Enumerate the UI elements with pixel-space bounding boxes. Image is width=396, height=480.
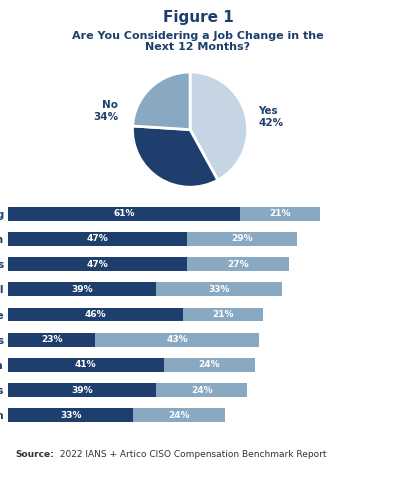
- Text: 23%: 23%: [41, 335, 63, 344]
- Text: 21%: 21%: [269, 209, 291, 218]
- Bar: [183, 308, 263, 322]
- Text: 61%: 61%: [113, 209, 135, 218]
- Text: 47%: 47%: [86, 234, 108, 243]
- Text: 46%: 46%: [84, 310, 106, 319]
- Text: 2022 IANS + Artico CISO Compensation Benchmark Report: 2022 IANS + Artico CISO Compensation Ben…: [57, 450, 327, 459]
- Text: 39%: 39%: [71, 285, 93, 294]
- Bar: [8, 408, 133, 422]
- Bar: [8, 282, 156, 296]
- Text: 24%: 24%: [198, 360, 220, 370]
- Text: 33%: 33%: [60, 411, 82, 420]
- Bar: [8, 358, 164, 372]
- Bar: [8, 207, 240, 221]
- Text: 43%: 43%: [166, 335, 188, 344]
- Text: Are You Considering a Job Change in the
Next 12 Months?: Are You Considering a Job Change in the …: [72, 31, 324, 52]
- Wedge shape: [190, 72, 248, 180]
- Bar: [133, 408, 225, 422]
- Bar: [156, 282, 282, 296]
- Text: 39%: 39%: [71, 385, 93, 395]
- Text: No
34%: No 34%: [93, 100, 118, 122]
- Text: 41%: 41%: [75, 360, 97, 370]
- Bar: [8, 308, 183, 322]
- Bar: [187, 232, 297, 246]
- Text: 24%: 24%: [191, 385, 213, 395]
- Wedge shape: [133, 126, 218, 187]
- Bar: [164, 358, 255, 372]
- Bar: [95, 333, 259, 347]
- Wedge shape: [133, 72, 190, 130]
- Text: 47%: 47%: [86, 260, 108, 269]
- Text: 24%: 24%: [168, 411, 190, 420]
- Text: Source:: Source:: [15, 450, 54, 459]
- Text: 33%: 33%: [208, 285, 230, 294]
- Bar: [156, 383, 248, 397]
- Text: Maybe
24%: Maybe 24%: [171, 204, 209, 226]
- Bar: [8, 257, 187, 271]
- Bar: [8, 333, 95, 347]
- Text: Figure 1: Figure 1: [163, 10, 233, 24]
- Bar: [8, 383, 156, 397]
- Text: Yes
42%: Yes 42%: [258, 106, 283, 128]
- Bar: [240, 207, 320, 221]
- Bar: [187, 257, 289, 271]
- Text: 29%: 29%: [231, 234, 253, 243]
- Text: 21%: 21%: [212, 310, 234, 319]
- Bar: [8, 232, 187, 246]
- Text: 27%: 27%: [227, 260, 249, 269]
